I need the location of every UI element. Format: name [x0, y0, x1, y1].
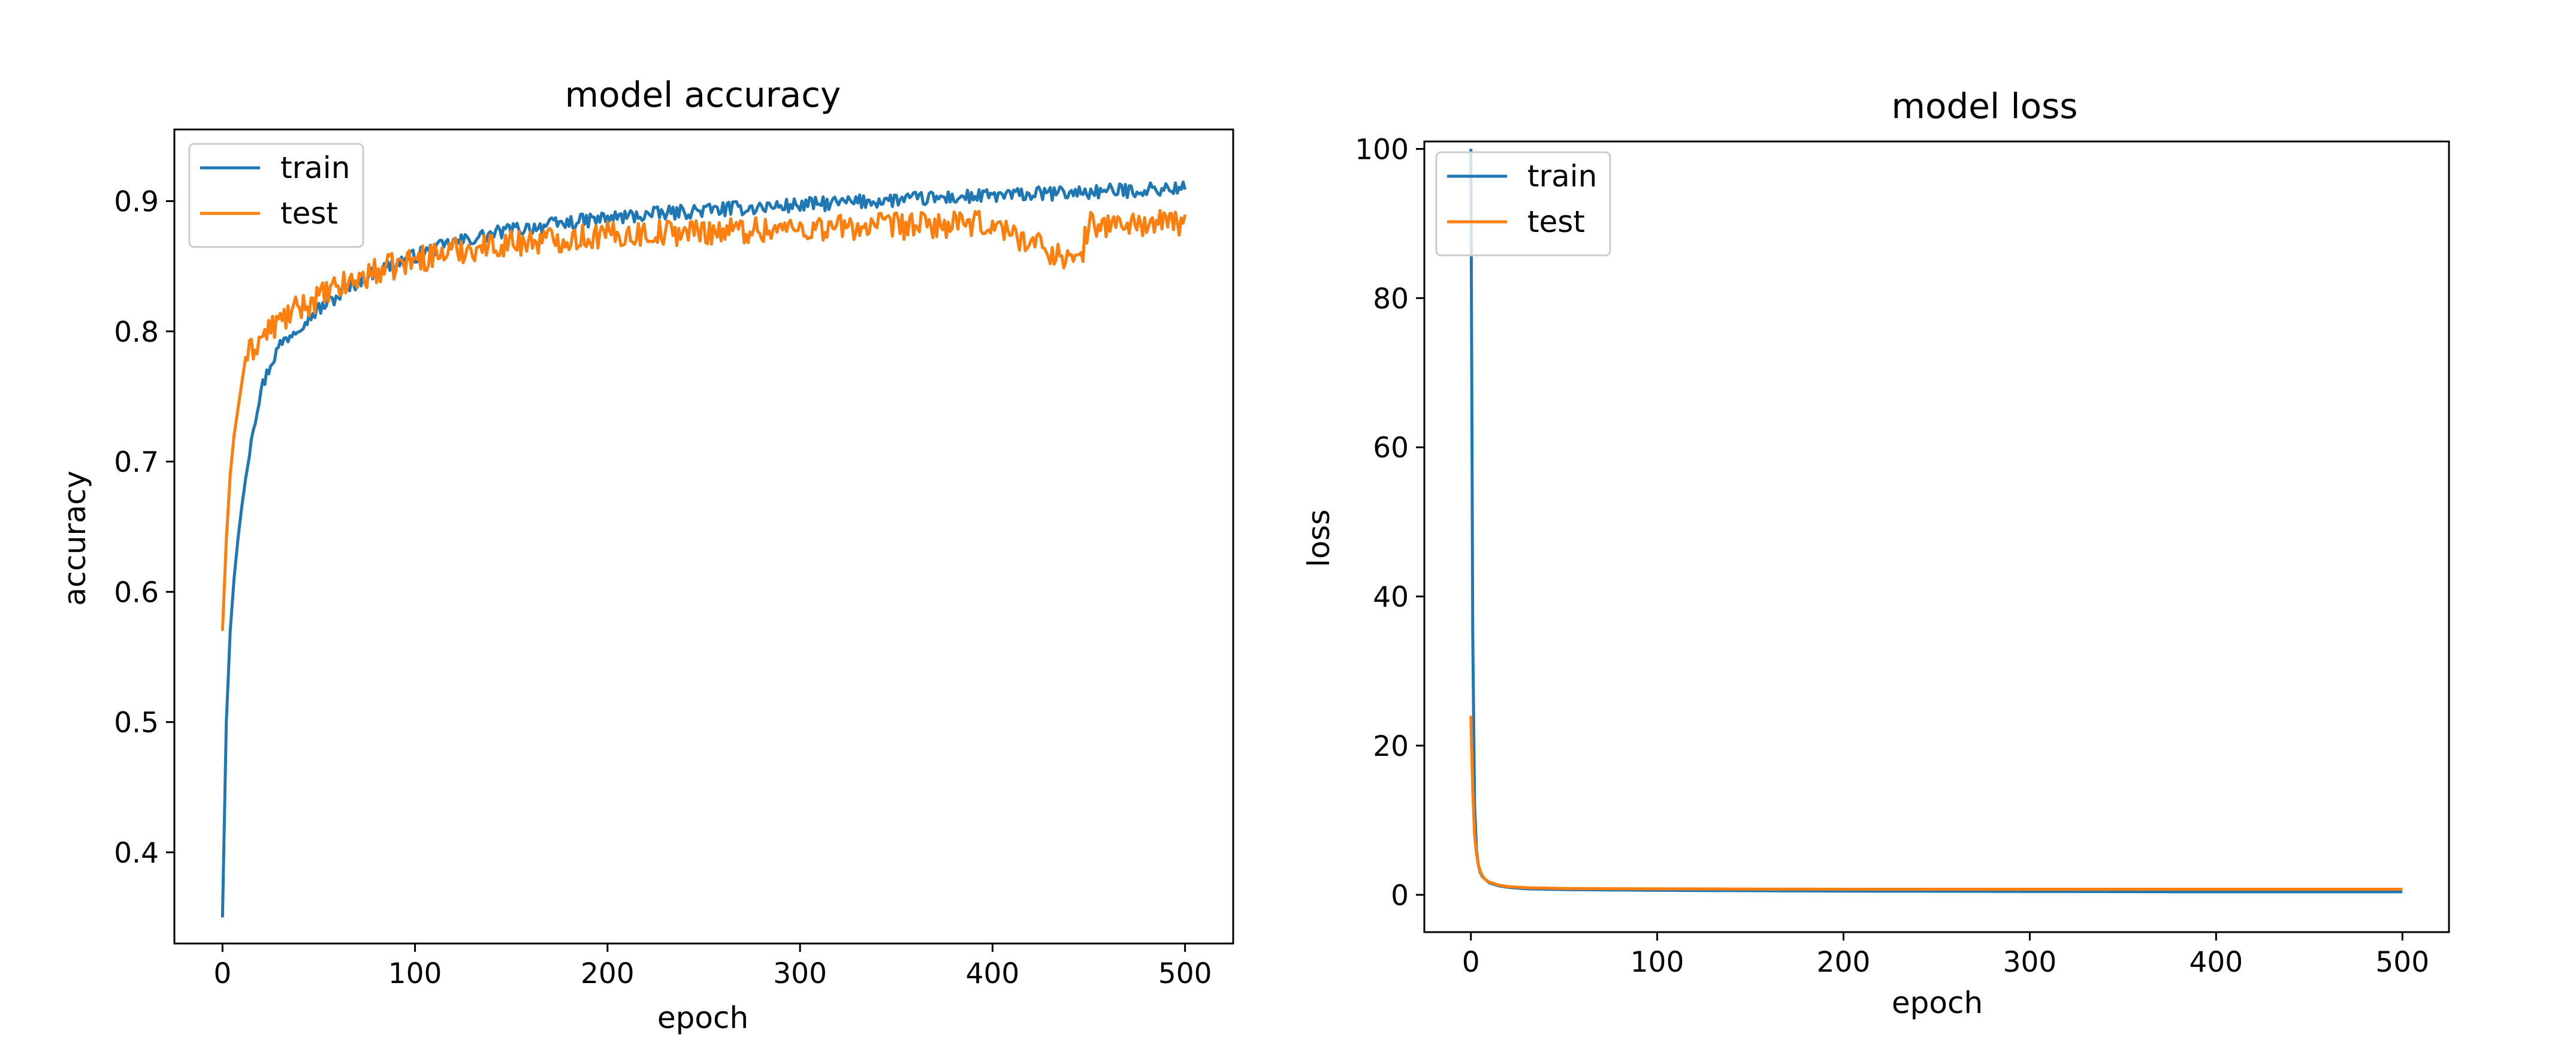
accuracy-y-tick-label: 0.5: [114, 707, 159, 740]
accuracy-x-axis-label: epoch: [657, 1000, 748, 1035]
accuracy-x-tick-label: 0: [213, 957, 231, 990]
accuracy-plot-area: 0 100 200 300 400 5000.40.50.60.70.80.9traint…: [114, 128, 1234, 990]
accuracy-y-tick-label: 0.7: [114, 446, 159, 479]
accuracy-y-tick-label: 0.6: [114, 576, 159, 609]
accuracy-axes-frame: [173, 128, 1234, 945]
loss-y-tick-label: 100: [1355, 133, 1409, 166]
accuracy-x-tick-label: 200: [581, 957, 635, 990]
loss-x-tick-label: 400: [2190, 946, 2243, 979]
loss-y-tick-label: 20: [1373, 730, 1409, 763]
accuracy-y-tick-label: 0.4: [114, 837, 159, 870]
loss-x-tick-label: 300: [2003, 946, 2057, 979]
loss-y-tick-label: 80: [1373, 282, 1409, 315]
accuracy-y-tick-label: 0.8: [114, 316, 159, 349]
accuracy-legend: train test: [188, 143, 364, 248]
accuracy-x-tick-label: 500: [1158, 957, 1212, 990]
accuracy-y-tick-label: 0.9: [114, 186, 159, 219]
loss-series-test-line: [1469, 716, 2403, 891]
accuracy-chart: model accuracy epoch accuracy 0 100 200 300…: [58, 74, 1234, 1035]
accuracy-legend-label-train: train: [280, 150, 350, 185]
loss-legend: train test: [1435, 151, 1611, 257]
loss-x-tick-label: 0: [1462, 946, 1480, 979]
loss-axes-frame: [1423, 140, 2450, 933]
accuracy-y-axis-label: accuracy: [58, 471, 92, 606]
loss-legend-label-train: train: [1527, 159, 1597, 194]
loss-y-tick-label: 40: [1373, 581, 1409, 614]
accuracy-x-tick-label: 300: [773, 957, 827, 990]
loss-y-axis-label: loss: [1301, 510, 1336, 568]
accuracy-legend-label-test: test: [280, 196, 338, 231]
accuracy-chart-title: model accuracy: [565, 74, 841, 115]
accuracy-series-test-line: [221, 209, 1187, 631]
accuracy-legend-box: [188, 143, 364, 248]
loss-legend-box: [1435, 151, 1611, 257]
accuracy-x-tick-label: 100: [388, 957, 442, 990]
loss-plot-area: 0 100 200 300 400 500 0 20 40 60 80 100 train test: [1355, 133, 2450, 979]
loss-y-tick-label: 0: [1391, 879, 1409, 912]
loss-chart-title: model loss: [1891, 86, 2077, 126]
loss-x-tick-label: 500: [2375, 946, 2429, 979]
loss-y-tick-label: 60: [1373, 432, 1409, 465]
loss-x-tick-label: 100: [1630, 946, 1684, 979]
loss-x-tick-label: 200: [1817, 946, 1871, 979]
accuracy-x-tick-label: 400: [966, 957, 1020, 990]
loss-x-axis-label: epoch: [1892, 985, 1983, 1020]
loss-legend-label-test: test: [1527, 204, 1585, 239]
loss-chart: model loss epoch loss 0 100 200 300 400 500 0 2…: [1301, 86, 2450, 1020]
